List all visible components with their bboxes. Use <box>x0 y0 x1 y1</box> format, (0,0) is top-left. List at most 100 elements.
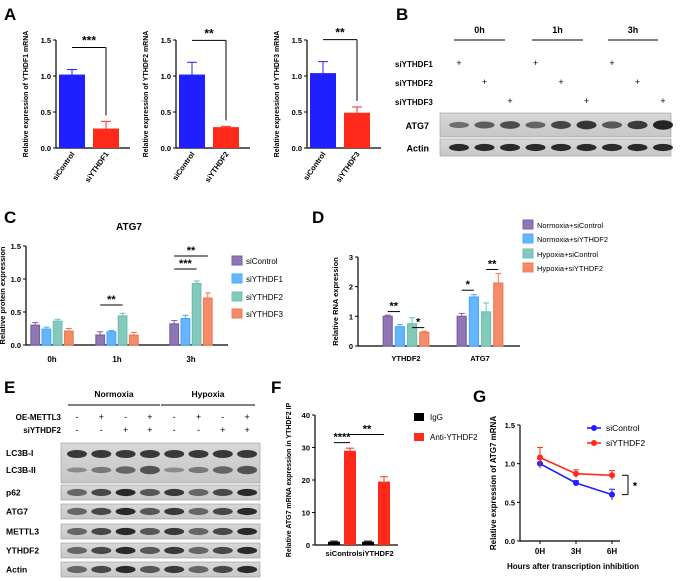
C-bar-sicontrol-3h <box>169 323 180 346</box>
D-bar-hypoxia+sicontrol-ATG7 <box>481 311 492 347</box>
blotE-band-5-5 <box>188 565 209 574</box>
blotE-band-lc3b-ii-1 <box>91 466 112 474</box>
panel-label-c: C <box>4 208 16 227</box>
blotB-plus-0-2: + <box>609 58 614 68</box>
F-bar-anti-ythdf2-sicontrol <box>344 450 356 545</box>
C-bar-siythdf1-3h <box>180 318 191 346</box>
blotE-mark-0-5: + <box>196 412 201 422</box>
A1-x-label-1: siYTHDF1 <box>83 150 111 184</box>
A3-y-label: Relative expression of YTHDF3 mRNA <box>274 31 281 158</box>
C-y-tick-label: 1.5 <box>11 242 21 251</box>
blotE-row-siythdf2: siYTHDF2 <box>23 426 61 435</box>
G-point-0-2 <box>609 491 615 498</box>
blotE-band-3-7 <box>237 527 258 536</box>
C-y-tick-label: 0.5 <box>11 308 21 317</box>
C-y-tick-label: 0.0 <box>11 341 21 350</box>
D-x-label-atg7: ATG7 <box>470 354 489 363</box>
F-y-tick-label: 0 <box>306 541 310 550</box>
C-legend-label-1: siYTHDF1 <box>246 275 283 284</box>
D-bar-normoxia+siythdf2-ATG7 <box>468 296 479 347</box>
F-legend-label-0: IgG <box>430 413 443 422</box>
F-y-label: Relative ATG7 mRNA expression in YTHDF2 … <box>286 402 293 557</box>
blotB-band-1-0 <box>449 143 469 152</box>
A2-y-label: Relative expression of YTHDF2 mRNA <box>143 31 150 158</box>
G-x-label-6H: 6H <box>607 547 617 556</box>
C-bar-siythdf3-1h <box>128 334 139 346</box>
A3-y-tick-label: 1.0 <box>292 72 302 81</box>
blotB-band-1-4 <box>551 143 571 152</box>
G-point-1-1 <box>573 470 579 477</box>
blotE-band-4-4 <box>164 546 185 555</box>
panel-label-e: E <box>4 378 15 397</box>
F-sig-a-label: **** <box>333 432 351 444</box>
blotE-band-3-0 <box>67 527 87 536</box>
blotE-band-4-1 <box>91 546 112 555</box>
D-legend-label-0: Normoxia+siControl <box>537 221 603 230</box>
C-bar-siythdf2-0h <box>52 320 63 346</box>
C-bar-sicontrol-0h <box>30 324 41 346</box>
D-y-tick-label: 0 <box>349 342 353 351</box>
blotB-band-1-1 <box>474 143 495 152</box>
A1-x-label-0: siControl <box>50 150 76 182</box>
blotE-group-hypoxia: Hypoxia <box>191 389 224 399</box>
blotE-band-1-0 <box>67 488 87 497</box>
A1-sig-label: *** <box>82 34 96 48</box>
D-legend-label-3: Hypoxia+siYTHDF2 <box>537 264 603 273</box>
A1-y-label: Relative expression of YTHDF1 mRNA <box>23 31 30 158</box>
blotB-plus-1-2: + <box>635 77 640 87</box>
blotE-mark-0-1: + <box>99 412 104 422</box>
G-legend-marker-0 <box>591 425 597 431</box>
A2-bar-siythdf2 <box>213 127 239 148</box>
blotE-band-4-2 <box>115 546 136 555</box>
blotE-band-5-7 <box>237 565 258 574</box>
blotE-band-3-3 <box>139 527 160 536</box>
blotE-band-lc3b-i-7 <box>237 450 258 458</box>
D-sig-ythdf2-a-label: ** <box>390 301 399 313</box>
D-sig-ythdf2-b-label: * <box>416 317 421 329</box>
G-y-tick-label: 0.0 <box>505 537 515 546</box>
C-x-label-1h: 1h <box>112 355 121 364</box>
blotE-band-2-3 <box>139 507 160 516</box>
G-line-sicontrol <box>539 462 613 496</box>
blotE-mark-1-4: - <box>173 425 176 435</box>
blotE-band-lc3b-i-0 <box>67 450 87 458</box>
A1-bar-siythdf1 <box>93 128 119 148</box>
C-legend-swatch-1 <box>231 273 243 284</box>
blotB-band-0-6 <box>602 121 622 129</box>
blotE-band-lc3b-i-2 <box>115 450 136 458</box>
blotE-band-2-4 <box>164 507 185 516</box>
A2-bar-sicontrol <box>179 74 205 148</box>
blotE-mark-1-0: - <box>76 425 79 435</box>
blotE-membrane-0 <box>60 442 261 484</box>
blotE-band-1-4 <box>164 488 185 497</box>
blotB-row-siythdf3: siYTHDF3 <box>395 98 433 107</box>
blotB-band-1-5 <box>576 143 597 152</box>
blotB-plus-2-0: + <box>507 96 512 106</box>
F-y-tick-label: 10 <box>302 509 310 518</box>
panel-label-d: D <box>312 208 324 227</box>
blotE-band-lc3b-ii-2 <box>115 466 136 474</box>
blotE-band-label-atg7: ATG7 <box>6 507 28 517</box>
blotE-band-3-5 <box>188 527 209 536</box>
G-legend-label-1: siYTHDF2 <box>606 438 645 448</box>
C-sig-3h-b-label: ** <box>187 245 196 257</box>
blotB-band-0-2 <box>500 121 520 129</box>
G-legend-marker-1 <box>591 440 597 446</box>
C-legend-swatch-2 <box>231 291 243 302</box>
blotE-mark-1-2: + <box>123 425 128 435</box>
A1-bar-sicontrol <box>59 74 85 148</box>
F-x-label-sicontrol: siControl <box>326 549 359 558</box>
C-x-label-0h: 0h <box>47 355 56 364</box>
blotB-band-label-actin: Actin <box>407 144 430 154</box>
blotB-band-0-7 <box>627 120 648 130</box>
D-sig-atg7-b-label: ** <box>488 258 497 270</box>
D-legend-label-1: Normoxia+siYTHDF2 <box>537 235 608 244</box>
blotE-membrane-2 <box>60 503 261 520</box>
blotB-band-1-7 <box>627 143 648 152</box>
C-bar-siythdf1-0h <box>41 328 52 346</box>
A3-bar-siythdf3 <box>344 112 370 148</box>
blotE-membrane-5 <box>60 561 261 578</box>
blotB-timepoint-1h: 1h <box>552 25 563 35</box>
blotE-band-label-mettl3: METTL3 <box>6 527 39 537</box>
